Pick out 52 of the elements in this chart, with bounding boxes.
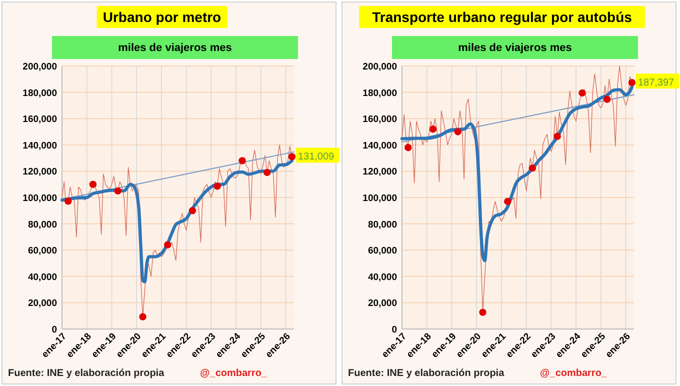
y-tick-label: 80,000 xyxy=(368,219,397,230)
point xyxy=(479,308,486,316)
point xyxy=(164,241,172,248)
y-tick-label: 0 xyxy=(52,324,57,336)
y-tick-label: 140,000 xyxy=(22,140,57,152)
y-tick-label: 180,000 xyxy=(362,88,397,99)
point xyxy=(429,126,437,133)
y-tick-label: 180,000 xyxy=(22,88,57,99)
y-tick-label: 200,000 xyxy=(22,62,57,72)
point xyxy=(64,198,72,205)
point xyxy=(114,187,122,195)
source-note: Fuente: INE y elaboración propia xyxy=(348,368,505,379)
point xyxy=(578,89,586,97)
chart-title: Urbano por metro xyxy=(102,9,222,25)
y-tick-label: 60,000 xyxy=(28,246,57,257)
point xyxy=(454,128,462,136)
point xyxy=(628,78,636,86)
point xyxy=(554,132,561,140)
y-tick-label: 40,000 xyxy=(368,272,397,283)
text: @_combarro_ xyxy=(540,368,608,379)
point xyxy=(188,207,196,214)
y-tick-label: 60,000 xyxy=(368,246,397,257)
data-label: 131,009 xyxy=(298,152,335,163)
point xyxy=(238,157,246,164)
point xyxy=(214,182,221,190)
data-label: 187,397 xyxy=(638,78,675,89)
y-tick-label: 120,000 xyxy=(362,166,397,178)
y-tick-label: 20,000 xyxy=(28,298,57,310)
chart-subtitle: miles de viajeros mes xyxy=(458,42,572,54)
point xyxy=(89,180,97,188)
y-tick-label: 0 xyxy=(392,324,397,336)
chart-title: Transporte urbano regular por autobús xyxy=(372,9,632,25)
point xyxy=(528,164,536,172)
y-tick-label: 120,000 xyxy=(22,166,57,178)
source-note: Fuente: INE y elaboración propia xyxy=(8,368,165,379)
y-tick-label: 80,000 xyxy=(28,219,57,230)
y-tick-label: 40,000 xyxy=(28,272,57,283)
y-tick-label: 100,000 xyxy=(22,193,57,204)
point xyxy=(264,168,271,176)
point xyxy=(604,96,611,103)
point xyxy=(139,313,146,320)
chart-subtitle: miles de viajeros mes xyxy=(118,42,232,54)
point xyxy=(504,198,512,206)
y-tick-label: 100,000 xyxy=(362,193,397,204)
point xyxy=(288,153,296,160)
point xyxy=(404,144,412,152)
y-tick-label: 20,000 xyxy=(368,298,397,310)
y-tick-label: 160,000 xyxy=(22,114,57,126)
y-tick-label: 200,000 xyxy=(362,62,397,72)
y-tick-label: 160,000 xyxy=(362,114,397,126)
text: @_combarro_ xyxy=(200,368,268,379)
y-tick-label: 140,000 xyxy=(362,140,397,152)
